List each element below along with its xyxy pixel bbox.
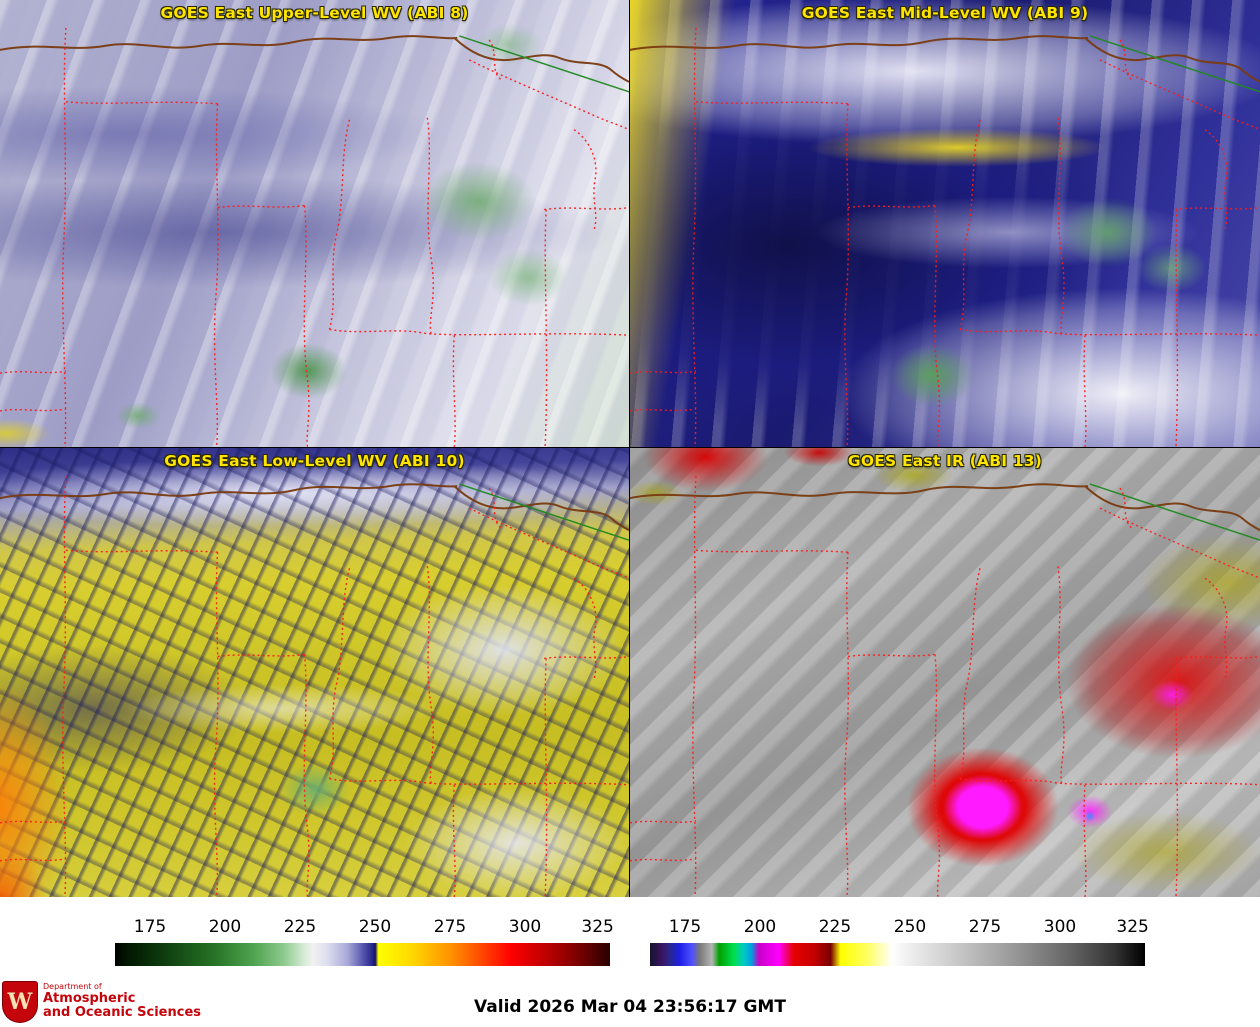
wv-tick: 250 [358, 917, 392, 937]
colorbar-row: 175 200 225 250 275 300 325 175 200 225 … [115, 917, 1149, 966]
ir-tick: 250 [893, 917, 927, 937]
wv-colorbar [115, 943, 610, 966]
uw-aos-logo: W Department of Atmospheric and Oceanic … [2, 981, 201, 1023]
ir-tick: 275 [968, 917, 1002, 937]
wv-tick: 200 [208, 917, 242, 937]
panel-low-level-wv: GOES East Low-Level WV (ABI 10) [0, 448, 630, 897]
panel-grid: GOES East Upper-Level WV (ABI 8) GOES Ea… [0, 0, 1260, 897]
ir-tick: 175 [668, 917, 702, 937]
panel-title-low-level-wv: GOES East Low-Level WV (ABI 10) [164, 452, 465, 470]
ir-colorbar [650, 943, 1145, 966]
panel-mid-level-wv: GOES East Mid-Level WV (ABI 9) [630, 0, 1260, 448]
wv-tick: 300 [508, 917, 542, 937]
state-boundaries-overlay [630, 448, 1260, 897]
ir-tick: 300 [1043, 917, 1077, 937]
logo-dept-line: Department of [43, 982, 102, 992]
panel-upper-level-wv: GOES East Upper-Level WV (ABI 8) [0, 0, 630, 448]
state-boundaries-overlay [0, 0, 629, 447]
logo-line-1: Atmospheric [43, 991, 136, 1007]
uw-crest-icon: W [2, 981, 38, 1023]
panel-ir: GOES East IR (ABI 13) [630, 448, 1260, 897]
logo-line-2: and Oceanic Sciences [43, 1005, 202, 1021]
panel-title-upper-level-wv: GOES East Upper-Level WV (ABI 8) [160, 4, 469, 22]
wv-colorbar-group: 175 200 225 250 275 300 325 [115, 917, 614, 966]
ir-colorbar-ticks: 175 200 225 250 275 300 325 [650, 917, 1149, 943]
ir-tick: 225 [818, 917, 852, 937]
panel-title-mid-level-wv: GOES East Mid-Level WV (ABI 9) [801, 4, 1089, 22]
wv-tick: 275 [433, 917, 467, 937]
ir-tick: 200 [743, 917, 777, 937]
state-boundaries-overlay [0, 448, 629, 897]
uw-crest-letter: W [7, 989, 33, 1015]
wv-colorbar-ticks: 175 200 225 250 275 300 325 [115, 917, 614, 943]
panel-title-ir: GOES East IR (ABI 13) [847, 452, 1043, 470]
wv-tick: 225 [283, 917, 317, 937]
wv-tick: 325 [581, 917, 614, 937]
uw-aos-logo-text: Department of Atmospheric and Oceanic Sc… [43, 982, 202, 1021]
wv-tick: 175 [133, 917, 167, 937]
ir-colorbar-group: 175 200 225 250 275 300 325 [650, 917, 1149, 966]
footer: 175 200 225 250 275 300 325 175 200 225 … [0, 897, 1260, 1025]
ir-tick: 325 [1116, 917, 1149, 937]
state-boundaries-overlay [630, 0, 1260, 447]
valid-time: Valid 2026 Mar 04 23:56:17 GMT [474, 997, 786, 1017]
